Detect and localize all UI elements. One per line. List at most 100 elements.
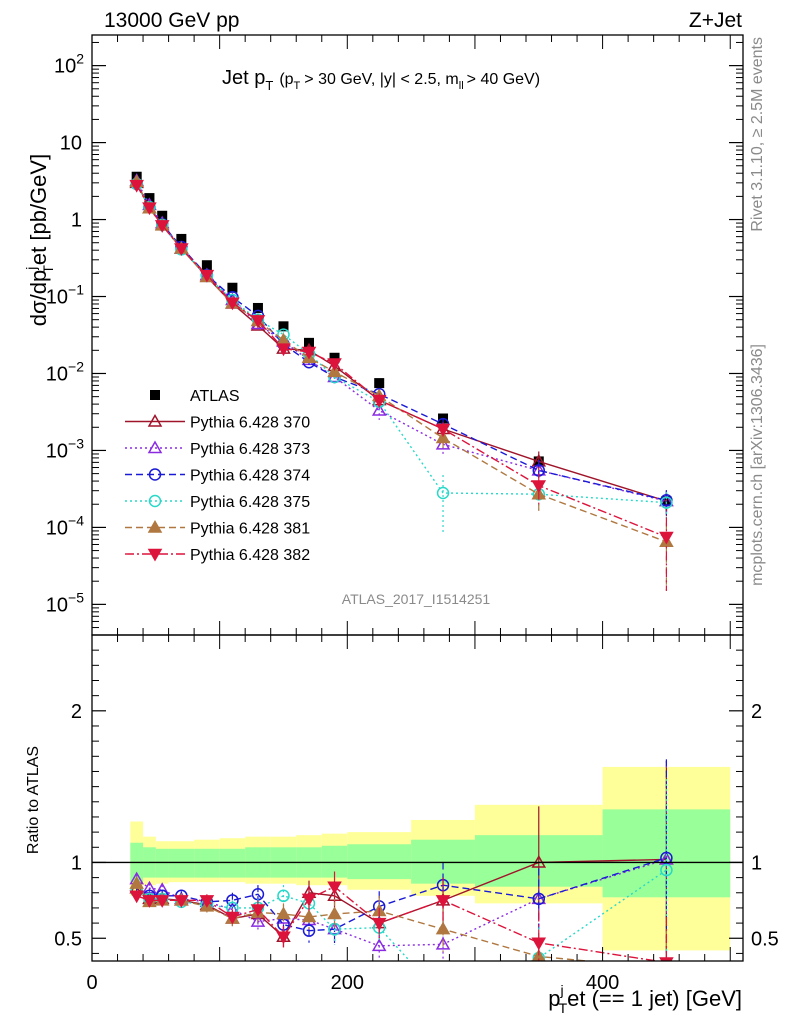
series-point [659, 957, 674, 961]
series-s382 [129, 179, 674, 591]
legend-marker [147, 413, 163, 427]
legend-label: Pythia 6.428 375 [190, 494, 310, 511]
series-point [327, 906, 342, 920]
main-panel-frame [91, 34, 744, 636]
legend-marker [147, 440, 163, 454]
legend-marker [150, 390, 160, 400]
series-point [435, 895, 451, 908]
legend-marker [148, 494, 162, 508]
series-point [174, 243, 189, 257]
legend-marker [147, 548, 163, 562]
y-tick-label: 10−4 [46, 512, 84, 539]
series-point [251, 888, 265, 901]
series-point [250, 315, 266, 328]
ratio-y-tick-label-right: 2 [751, 701, 762, 723]
series-point [435, 921, 451, 935]
data-point [329, 352, 340, 363]
series-point [174, 895, 189, 908]
legend-item-s382: Pythia 6.428 382 [125, 547, 310, 564]
x-tick-label: 200 [331, 972, 364, 994]
series-point [154, 895, 170, 908]
series-point [435, 936, 451, 950]
legend-label: Pythia 6.428 381 [190, 521, 310, 538]
y-tick-label: 1 [71, 210, 82, 232]
series-point [435, 430, 451, 444]
band-inner-bin [168, 848, 195, 878]
legend-item-s381: Pythia 6.428 381 [125, 519, 310, 538]
ratio-y-tick-label: 0.5 [54, 928, 82, 950]
ratio-panel-frame [91, 634, 744, 962]
ratio-y-tick-label: 2 [71, 701, 82, 723]
main-panel-content [129, 171, 674, 591]
series-point [199, 895, 215, 908]
series-point [659, 531, 674, 545]
series-point [129, 179, 144, 193]
legend-marker [148, 468, 162, 481]
y-tick-label: 10−1 [46, 282, 84, 309]
mcplots-credit-text: mcplots.cern.ch [arXiv:1306.3436] [749, 344, 766, 586]
legend-item-atlas: ATLAS [150, 388, 240, 405]
series-point [276, 906, 291, 920]
x-tick-label: 400 [586, 972, 619, 994]
ratio-axis-title: Ratio to ATLAS [25, 746, 42, 854]
data-point [278, 321, 289, 332]
series-point [436, 486, 450, 500]
series-point [660, 963, 672, 974]
legend-item-s373: Pythia 6.428 373 [125, 440, 310, 458]
legend-item-s370: Pythia 6.428 370 [125, 413, 310, 432]
legend-label: Pythia 6.428 374 [190, 468, 310, 485]
data-point [201, 260, 212, 271]
x-tick-label: 0 [86, 972, 97, 994]
band-inner-bin [347, 844, 412, 880]
series-point [142, 202, 157, 216]
series-point [276, 343, 291, 357]
series-point [371, 394, 387, 408]
ratio-y-tick-label: 1 [71, 852, 82, 874]
legend-marker [147, 519, 163, 533]
legend-label: Pythia 6.428 373 [190, 441, 310, 458]
series-s370 [129, 175, 674, 517]
ratio-y-tick-label-right: 0.5 [751, 928, 779, 950]
series-point [660, 496, 673, 509]
y-tick-label: 10−5 [46, 589, 84, 616]
series-point [371, 917, 387, 931]
ratio-y-tick-label-right: 1 [751, 852, 762, 874]
series-point [129, 890, 144, 904]
y-axis-title: dσ/dpjTet [pb/GeV] [23, 154, 56, 326]
rivet-version-text: Rivet 3.1.10, ≥ 2.5M events [749, 37, 766, 232]
series-point [435, 423, 451, 437]
series-point [327, 921, 342, 935]
series-point [371, 403, 387, 416]
series-line [136, 857, 667, 932]
series-point [371, 938, 387, 952]
series-point [302, 924, 316, 937]
data-point [227, 282, 238, 293]
legend: ATLAS Pythia 6.428 370 Pythia 6.428 373 Pyt… [125, 388, 310, 564]
series-s373 [129, 173, 674, 517]
plot-title: Jet pT (pT > 30 GeV, |y| < 2.5, mll > 40 Ge… [222, 67, 540, 93]
series-point [532, 892, 546, 906]
series-point [250, 904, 266, 917]
series-point [531, 854, 547, 868]
series-point [154, 220, 170, 233]
series-point [142, 895, 157, 908]
series-line [136, 184, 667, 538]
series-point [301, 909, 317, 923]
series-point [301, 893, 317, 907]
header-right: Z+Jet [689, 9, 742, 32]
ratio-panel-content [129, 759, 674, 974]
axis-ticks: 10−5 10−4 10−3 10−2 10−1 1 10 102 0 200 400 0.5 0.5 1… [46, 35, 779, 994]
series-point [277, 889, 290, 903]
y-tick-label: 10 [60, 133, 82, 155]
series-point [531, 480, 547, 494]
series-point [327, 881, 342, 895]
series-point [250, 914, 266, 927]
data-point [374, 378, 385, 389]
series-line [136, 181, 667, 543]
series-point [199, 269, 215, 283]
x-axis-title: pj Tet (== 1 jet) [GeV] [548, 982, 742, 1016]
series-point [301, 346, 317, 360]
band-inner-bin [155, 848, 169, 878]
series-atlas [131, 171, 672, 512]
data-point [176, 233, 187, 244]
